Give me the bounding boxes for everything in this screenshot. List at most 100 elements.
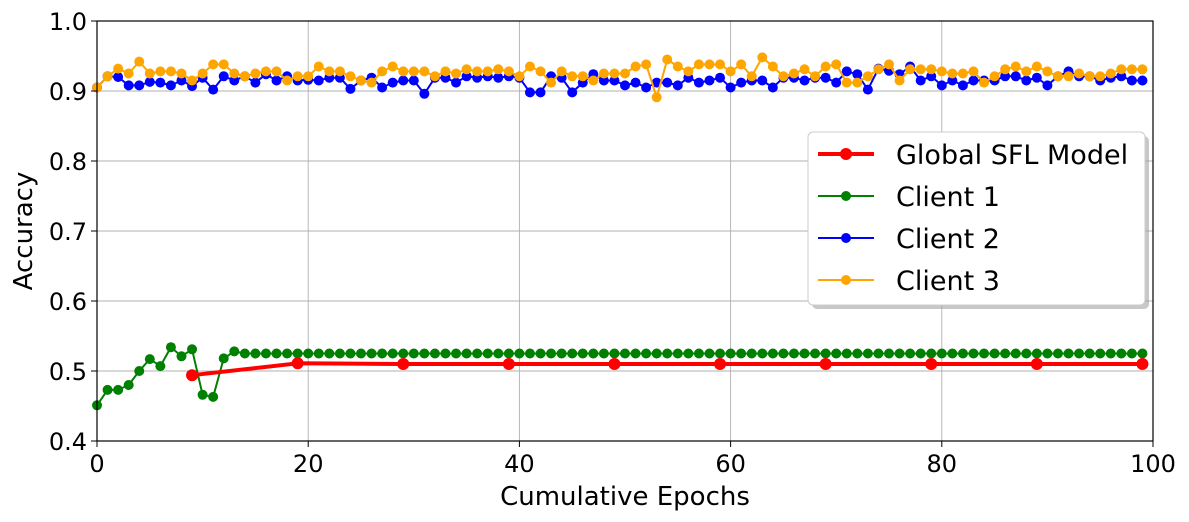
client-1-point [1105,348,1116,359]
client-1-point [134,366,145,376]
client-1-point [936,348,947,359]
client-1-point [577,348,588,359]
client-1-point [1095,348,1106,359]
client-2-point [852,69,863,80]
client-1-point [915,348,926,359]
client-1-point [229,346,240,357]
client-3-point [831,59,842,70]
client-3-point [947,68,958,79]
client-1-point [260,348,271,359]
client-2-point [926,71,937,82]
client-3-point [155,66,166,77]
client-1-point [524,348,535,359]
client-2-point [218,71,229,82]
client-1-point [725,348,736,359]
client-2-point [862,84,873,95]
client-3-point [472,66,483,77]
x-tick-label: 0 [89,450,104,478]
client-2-point [662,77,673,88]
legend-swatch-marker [840,148,852,160]
y-tick-label: 0.8 [49,148,87,176]
client-3-point [915,64,926,75]
client-3-point [187,75,198,86]
client-1-point [894,348,905,359]
client-1-point [662,348,673,359]
client-3-point [546,77,557,88]
client-1-point [387,348,398,359]
client-2-point [1126,75,1137,86]
x-tick-label: 100 [1130,450,1176,478]
client-2-point [957,80,968,91]
client-2-point [1042,80,1053,91]
client-1-point [1052,348,1063,359]
client-2-point [831,77,842,88]
client-1-point [1126,348,1137,359]
client-3-point [672,61,683,72]
y-tick-label: 0.4 [49,428,87,456]
client-2-point [165,80,176,91]
client-1-point [841,348,852,359]
client-2-point [229,75,240,86]
client-2-point [1031,72,1042,83]
client-2-point [155,77,166,88]
global-sfl-model-point [925,358,938,370]
client-2-point [630,77,641,88]
client-2-point [250,77,261,88]
x-tick-label: 60 [715,450,746,478]
client-3-point [345,71,356,82]
global-sfl-model-point [502,358,515,370]
legend-swatch-marker [841,191,851,201]
client-1-point [451,348,462,359]
legend-swatch-marker [841,275,851,285]
client-2-point [1137,75,1148,86]
client-3-point [799,64,810,75]
client-3-point [1010,61,1021,72]
client-3-point [1031,61,1042,72]
client-3-point [387,61,398,72]
client-3-point [767,61,778,72]
client-2-point [968,75,979,86]
client-1-point [968,348,979,359]
client-2-point [144,76,155,87]
client-1-point [704,348,715,359]
client-2-point [609,75,620,86]
client-3-point [1105,68,1116,79]
client-3-point [577,71,588,82]
client-2-line [96,65,1143,95]
client-1-point [1010,348,1021,359]
series-client-3 [92,52,1148,103]
client-1-point [345,348,356,359]
client-3-point [271,66,282,77]
client-1-point [884,348,894,359]
client-2-point [535,87,546,98]
client-2-point [736,77,747,88]
global-sfl-model-point [1136,358,1149,370]
client-1-point [820,348,831,359]
client-1-point [683,348,694,359]
global-sfl-model-point [1030,358,1043,370]
client-2-point [176,75,187,86]
client-3-point [894,75,905,86]
client-3-point [852,77,863,88]
client-2-point [208,84,219,95]
client-3-point [134,56,145,67]
client-3-point [746,71,757,82]
client-1-point [503,348,514,359]
client-3-point [324,66,335,77]
client-1-point [440,348,451,359]
client-3-point [482,66,493,77]
client-3-point [208,59,219,70]
client-1-point [736,348,747,359]
client-3-point [493,64,504,75]
client-3-point [144,68,155,79]
client-2-point [947,75,958,86]
legend: Global SFL Model Client 1 Client 2 Client 3 [807,131,1149,309]
global-sfl-model-point [186,369,199,382]
client-3-point [1074,68,1085,79]
client-2-point [451,77,462,88]
client-1-point [123,380,134,390]
client-2-point [1116,71,1127,82]
client-3-point [102,71,113,82]
client-1-point [1031,348,1042,359]
client-3-point [282,75,293,86]
